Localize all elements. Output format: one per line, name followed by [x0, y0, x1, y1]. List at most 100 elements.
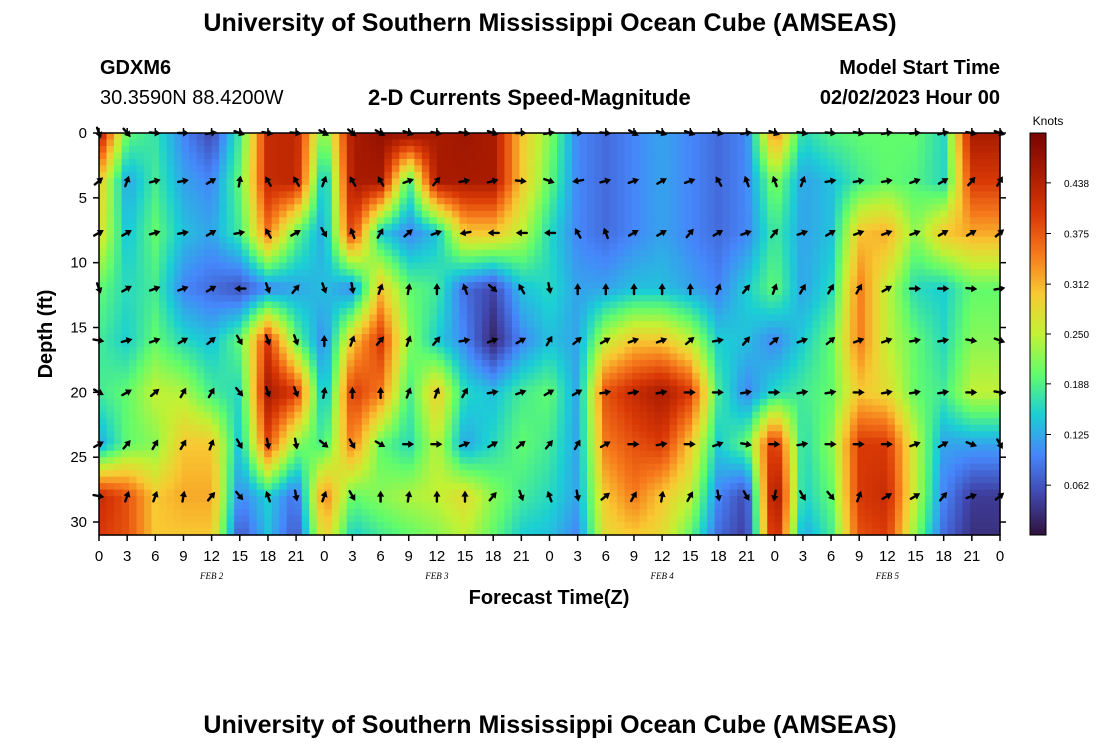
- heat-cell: [564, 262, 573, 270]
- heat-cell: [617, 145, 626, 154]
- heat-cell: [474, 256, 483, 264]
- heat-cell: [481, 256, 491, 264]
- heat-cell: [189, 334, 198, 342]
- heat-cell: [309, 152, 318, 160]
- heat-cell: [609, 145, 618, 154]
- heat-cell: [526, 353, 536, 361]
- heat-cell: [947, 321, 956, 329]
- heat-cell: [992, 308, 1001, 316]
- heat-cell: [699, 165, 708, 173]
- heat-cell: [414, 340, 423, 348]
- heat-cell: [264, 197, 273, 205]
- heat-cell: [654, 249, 663, 257]
- heat-cell: [557, 191, 566, 199]
- heat-cell: [902, 152, 911, 160]
- heat-cell: [399, 217, 408, 225]
- heat-cell: [962, 334, 971, 342]
- heat-cell: [189, 256, 198, 264]
- heat-cell: [549, 327, 558, 335]
- heat-cell: [406, 308, 415, 316]
- heat-cell: [564, 133, 573, 141]
- heat-cell: [136, 223, 145, 231]
- heat-cell: [744, 353, 753, 361]
- heat-cell: [331, 282, 340, 290]
- heat-cell: [789, 256, 798, 264]
- heat-cell: [474, 184, 483, 192]
- heat-cell: [204, 327, 213, 335]
- heat-cell: [894, 327, 903, 335]
- heat-cell: [399, 308, 408, 316]
- heat-cell: [782, 184, 791, 192]
- heat-cell: [399, 145, 408, 154]
- heat-cell: [969, 346, 979, 355]
- heat-cell: [286, 346, 295, 355]
- heat-cell: [256, 334, 265, 342]
- heat-cell: [692, 353, 701, 361]
- heat-cell: [309, 346, 318, 355]
- heat-cell: [752, 249, 761, 257]
- heat-cell: [857, 392, 866, 400]
- heat-cell: [204, 346, 213, 355]
- heat-cell: [984, 275, 994, 283]
- heat-cell: [782, 385, 791, 393]
- heat-cell: [654, 262, 663, 270]
- heat-cell: [526, 139, 536, 147]
- heat-cell: [812, 262, 821, 270]
- heat-cell: [714, 223, 723, 231]
- heat-cell: [894, 346, 903, 355]
- heat-cell: [429, 210, 438, 218]
- heat-cell: [376, 171, 385, 179]
- heat-cell: [879, 152, 888, 160]
- heat-cell: [316, 139, 325, 147]
- heat-cell: [421, 223, 430, 231]
- heat-cell: [294, 269, 303, 277]
- heat-cell: [624, 139, 633, 147]
- heat-cell: [729, 210, 738, 218]
- heat-cell: [459, 353, 468, 361]
- heat-cell: [947, 262, 956, 270]
- heat-cell: [879, 392, 888, 400]
- heat-cell: [421, 262, 430, 270]
- heat-cell: [361, 139, 370, 147]
- heat-cell: [594, 256, 603, 264]
- heat-cell: [451, 340, 460, 348]
- heat-cell: [256, 372, 265, 380]
- heat-cell: [196, 366, 205, 374]
- heat-cell: [429, 197, 438, 205]
- heat-cell: [609, 295, 618, 303]
- heat-cell: [632, 321, 641, 329]
- heat-cell: [249, 385, 258, 393]
- heat-cell: [159, 236, 168, 244]
- heat-cell: [234, 275, 243, 283]
- heat-cell: [594, 178, 603, 186]
- heat-cell: [902, 295, 911, 303]
- heat-cell: [391, 392, 400, 400]
- heat-cell: [977, 295, 986, 303]
- heat-cell: [864, 327, 873, 335]
- heat-cell: [339, 321, 348, 329]
- heat-cell: [481, 165, 491, 173]
- heat-cell: [219, 171, 228, 179]
- heat-cell: [759, 197, 768, 205]
- heat-cell: [414, 230, 423, 238]
- heat-cell: [226, 359, 235, 368]
- heat-cell: [579, 223, 588, 231]
- heat-cell: [204, 372, 213, 380]
- heat-cell: [872, 191, 881, 199]
- heat-cell: [699, 366, 708, 374]
- heat-cell: [511, 353, 521, 361]
- heat-cell: [984, 256, 994, 264]
- heat-cell: [872, 275, 881, 283]
- heat-cell: [737, 204, 746, 212]
- heat-cell: [587, 256, 596, 264]
- heat-cell: [264, 372, 273, 380]
- heat-cell: [129, 133, 138, 141]
- heat-cell: [617, 217, 626, 225]
- heat-cell: [429, 165, 438, 173]
- heat-cell: [759, 282, 768, 290]
- heat-cell: [489, 359, 498, 368]
- heat-cell: [887, 145, 896, 154]
- heat-cell: [376, 321, 385, 329]
- heat-cell: [384, 314, 393, 322]
- heat-cell: [444, 372, 453, 380]
